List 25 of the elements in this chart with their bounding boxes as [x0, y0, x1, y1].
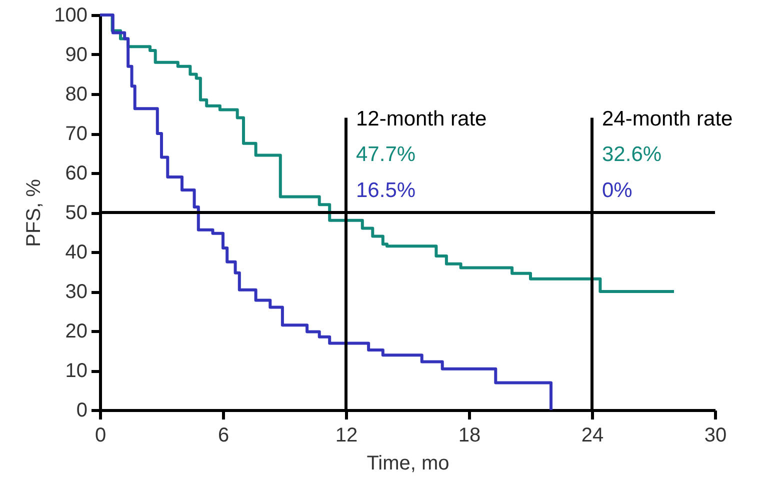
- ref-line-label: 24-month rate: [602, 108, 733, 131]
- annotation: 47.7%: [356, 143, 416, 166]
- y-axis-title: PFS, %: [23, 178, 46, 247]
- y-tick-label: 90: [65, 44, 88, 66]
- x-tick-label: 24: [581, 424, 604, 446]
- annotation: 32.6%: [602, 143, 662, 166]
- x-tick-label: 18: [458, 424, 481, 446]
- ref-line-label: 12-month rate: [356, 108, 487, 131]
- y-tick-label: 10: [65, 360, 88, 382]
- y-tick-label: 30: [65, 281, 88, 303]
- x-tick-label: 0: [94, 424, 106, 446]
- x-tick-label: 12: [335, 424, 358, 446]
- x-axis-title: Time, mo: [366, 452, 450, 474]
- y-tick-label: 40: [65, 242, 88, 264]
- y-tick-label: 70: [65, 123, 88, 145]
- y-tick-label: 60: [65, 162, 88, 184]
- y-tick-label: 20: [65, 320, 88, 342]
- y-tick-label: 0: [76, 400, 88, 422]
- y-tick-label: 50: [65, 202, 88, 224]
- y-tick-label: 100: [54, 4, 88, 26]
- x-tick-label: 30: [704, 424, 727, 446]
- annotation: 16.5%: [356, 178, 416, 202]
- annotation: 0%: [602, 178, 632, 202]
- y-tick-label: 80: [65, 84, 88, 106]
- x-tick-label: 6: [218, 424, 230, 446]
